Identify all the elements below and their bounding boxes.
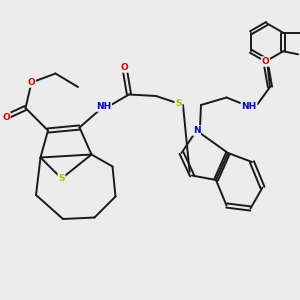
Text: O: O: [121, 63, 128, 72]
Text: S: S: [175, 99, 182, 108]
Text: NH: NH: [242, 102, 256, 111]
Text: S: S: [58, 174, 65, 183]
Text: NH: NH: [96, 102, 111, 111]
Text: O: O: [262, 57, 269, 66]
Text: O: O: [28, 78, 35, 87]
Text: O: O: [2, 112, 10, 122]
Text: N: N: [193, 126, 200, 135]
